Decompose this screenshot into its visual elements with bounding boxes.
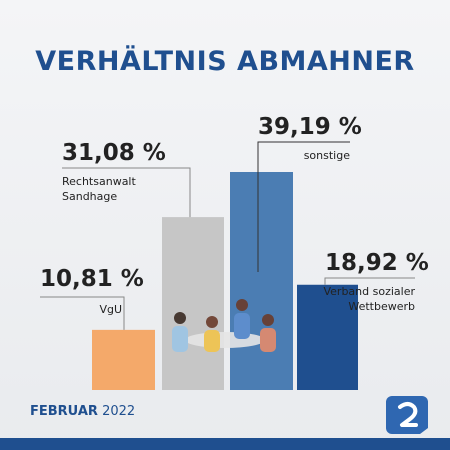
footer-year: 2022: [102, 404, 136, 419]
category-label: Rechtsanwalt Sandhage: [62, 175, 136, 203]
leader-line: [324, 277, 415, 285]
value-label: 10,81 %: [40, 266, 144, 292]
leader-line: [40, 296, 125, 330]
category-label: Verband sozialer Wettbewerb: [323, 285, 415, 313]
bar: [297, 284, 358, 390]
chart-title: VERHÄLTNIS ABMAHNER: [35, 46, 415, 77]
footer: FEBRUAR 2022: [30, 404, 135, 419]
logo: [386, 396, 428, 434]
value-label: 31,08 %: [62, 140, 166, 166]
leader-line: [257, 141, 350, 272]
bar: [92, 329, 155, 390]
bar: [230, 172, 293, 390]
footer-month: FEBRUAR: [30, 404, 98, 419]
illustration: [172, 299, 276, 352]
value-label: 39,19 %: [258, 114, 362, 140]
footer-stripe: [0, 438, 450, 450]
category-label: sonstige: [303, 149, 350, 162]
value-label: 18,92 %: [325, 250, 429, 276]
leader-line: [62, 167, 191, 218]
category-label: VgU: [99, 303, 122, 316]
bar: [162, 217, 224, 390]
